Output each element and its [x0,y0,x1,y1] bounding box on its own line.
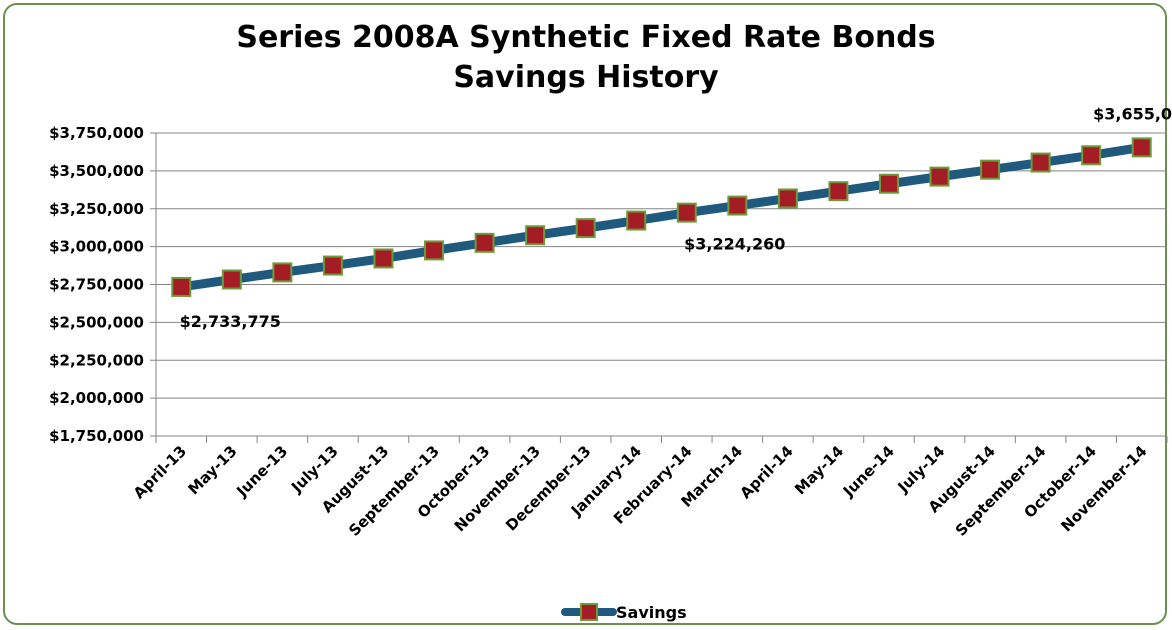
data-label: $2,733,775 [180,312,281,331]
data-point-marker [575,218,596,239]
data-point-marker [171,276,192,297]
y-tick-label: $3,500,000 [49,162,144,180]
data-point-marker [424,240,445,261]
y-tick-label: $1,750,000 [49,427,144,445]
chart-title-line2: Savings History [453,60,719,95]
legend-marker-swatch [580,603,598,621]
chart-title-line1: Series 2008A Synthetic Fixed Rate Bonds [236,20,936,55]
data-point-marker [626,210,647,231]
legend-label: Savings [616,603,687,622]
data-point-marker [828,181,849,202]
y-tick-label: $3,750,000 [49,124,144,142]
x-tick-label: June-13 [232,442,291,501]
data-point-marker [221,269,242,290]
data-point-marker [727,195,748,216]
data-label: $3,224,260 [684,235,785,254]
chart-frame [3,3,1167,625]
data-point-marker [525,225,546,246]
data-point-marker [474,232,495,253]
data-point-marker [1131,137,1152,158]
y-tick-label: $3,000,000 [49,238,144,256]
x-tick-label: May-14 [791,442,847,498]
data-point-marker [676,202,697,223]
y-tick-label: $2,750,000 [49,276,144,294]
data-point-marker [272,262,293,283]
x-tick-label: September-14 [952,442,1050,540]
data-point-marker [980,159,1001,180]
data-point-marker [777,188,798,209]
x-tick-label: June-14 [839,442,898,501]
y-tick-label: $3,250,000 [49,200,144,218]
data-point-marker [1081,145,1102,166]
data-point-marker [322,255,343,276]
chart-title: Series 2008A Synthetic Fixed Rate Bonds … [0,18,1172,98]
x-tick-label: September-13 [345,442,443,540]
data-point-marker [373,248,394,269]
y-tick-label: $2,000,000 [49,389,144,407]
y-tick-label: $2,250,000 [49,351,144,369]
x-tick-label: November-14 [1057,442,1150,535]
x-tick-label: May-13 [184,442,240,498]
x-tick-label: December-13 [502,442,594,534]
data-point-marker [878,173,899,194]
x-tick-label: April-13 [130,442,190,502]
data-point-marker [1030,152,1051,173]
data-point-marker [929,166,950,187]
x-tick-label: April-14 [736,442,796,502]
x-tick-label: November-13 [451,442,544,535]
data-label: $3,655,065 [1093,104,1172,123]
y-tick-label: $2,500,000 [49,313,144,331]
